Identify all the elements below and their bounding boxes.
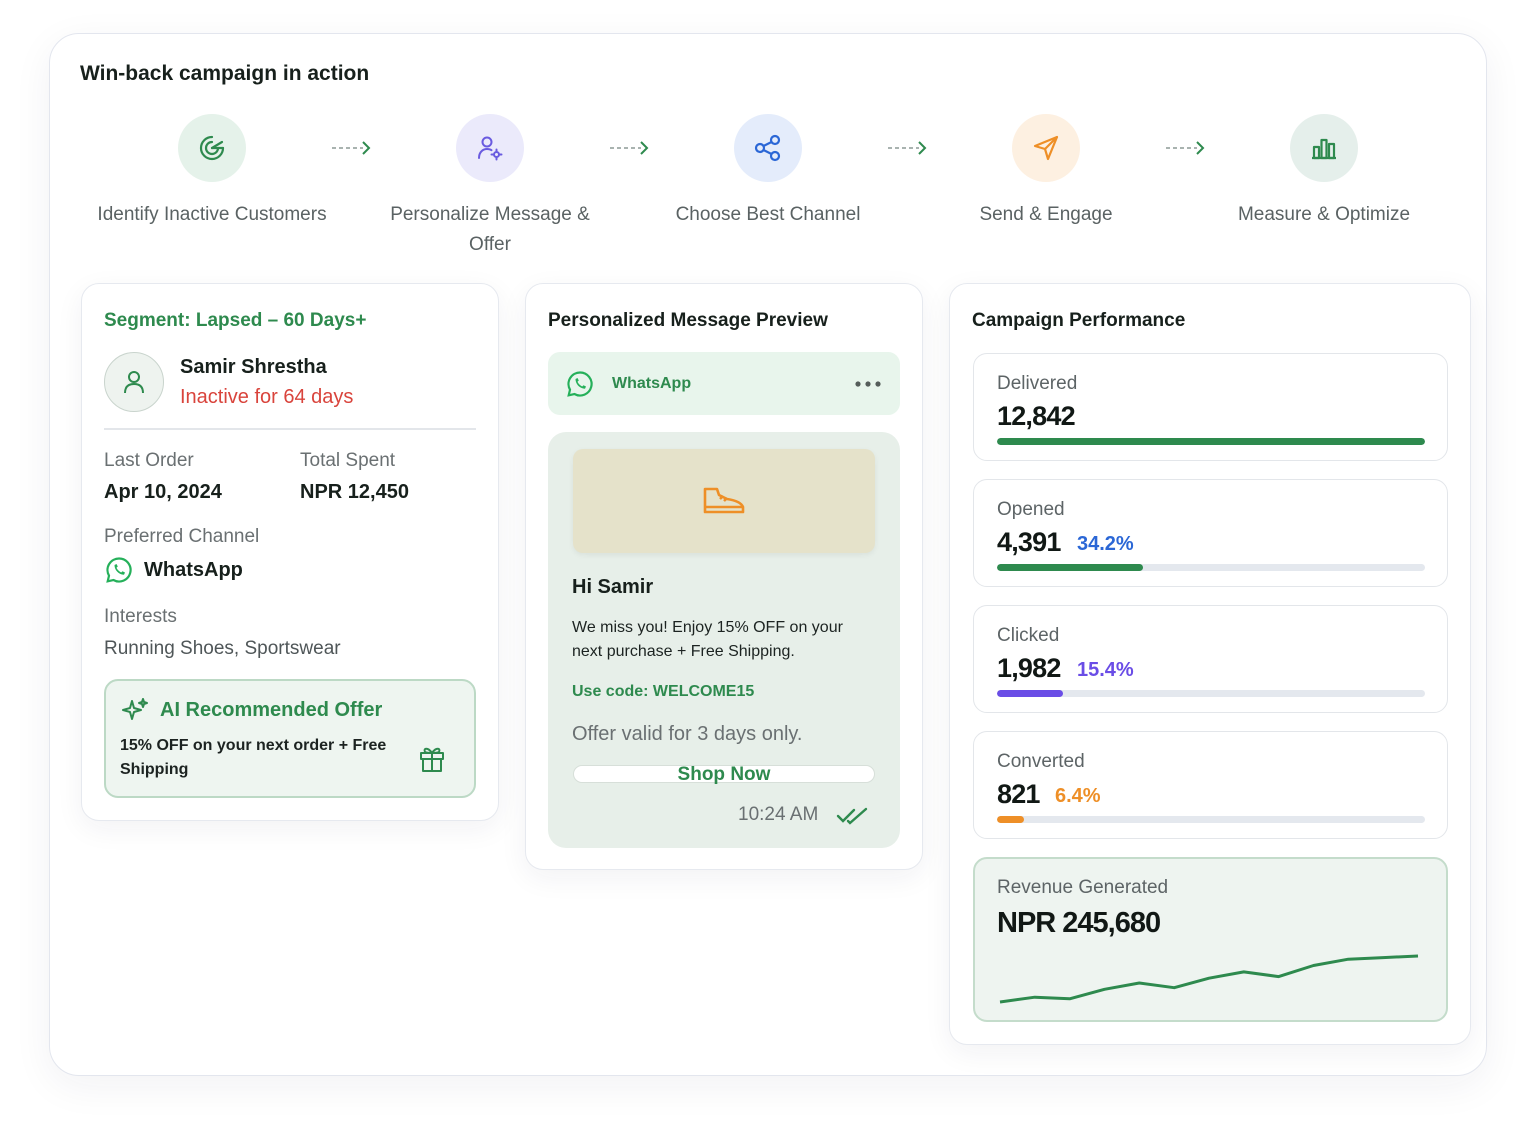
arrow-icon bbox=[610, 141, 649, 155]
progress-track bbox=[997, 564, 1425, 571]
user-icon bbox=[124, 371, 144, 394]
metric-percent: 15.4% bbox=[1077, 659, 1134, 681]
ai-offer-box[interactable] bbox=[104, 679, 476, 798]
offer-title: AI Recommended Offer bbox=[160, 699, 383, 721]
message-body-1: We miss you! Enjoy 15% OFF on your bbox=[572, 619, 843, 636]
message-body-2: next purchase + Free Shipping. bbox=[572, 643, 795, 660]
segment-title: Segment: Lapsed – 60 Days+ bbox=[104, 310, 367, 331]
offer-line-1: 15% OFF on your next order + Free bbox=[120, 737, 387, 754]
progress-fill bbox=[997, 690, 1063, 697]
step-identify[interactable]: Identify Inactive Customers bbox=[92, 114, 332, 230]
metric-label: Converted bbox=[997, 751, 1085, 772]
metric-clicked: Clicked 1,982 15.4% bbox=[973, 605, 1448, 713]
progress-fill bbox=[997, 438, 1425, 445]
divider bbox=[104, 428, 476, 430]
progress-fill bbox=[997, 816, 1025, 823]
step-label: Measure & Optimize bbox=[1237, 204, 1411, 225]
metric-percent: 6.4% bbox=[1055, 785, 1101, 807]
step-label: Personalize Message & Offer bbox=[390, 204, 590, 255]
metric-value: 12,842 bbox=[997, 401, 1076, 431]
metric-label: Clicked bbox=[997, 625, 1060, 646]
promo-code: Use code: WELCOME15 bbox=[572, 683, 755, 700]
last-order-label: Last Order bbox=[104, 450, 194, 471]
arrow-icon bbox=[888, 141, 927, 155]
metric-value: 821 bbox=[997, 779, 1040, 809]
revenue-label: Revenue Generated bbox=[997, 877, 1169, 898]
step-personalize[interactable]: Personalize Message & Offer bbox=[370, 114, 610, 260]
arrow-icon bbox=[1166, 141, 1205, 155]
total-spent-label: Total Spent bbox=[300, 450, 396, 471]
product-image bbox=[573, 449, 875, 553]
offer-validity: Offer valid for 3 days only. bbox=[572, 723, 803, 745]
metric-percent: 34.2% bbox=[1077, 533, 1134, 555]
message-time: 10:24 AM bbox=[738, 804, 819, 825]
metric-opened: Opened 4,391 34.2% bbox=[973, 479, 1448, 587]
last-order-value: Apr 10, 2024 bbox=[104, 481, 222, 503]
sparkle-icon bbox=[122, 698, 148, 720]
whatsapp-label: WhatsApp bbox=[612, 375, 692, 392]
page-title: Win-back campaign in action bbox=[80, 62, 370, 85]
interests-value: Running Shoes, Sportswear bbox=[104, 638, 341, 659]
inactive-status: Inactive for 64 days bbox=[180, 386, 354, 408]
gift-icon bbox=[420, 747, 444, 772]
interests-label: Interests bbox=[104, 606, 177, 627]
bar-chart-icon bbox=[1290, 114, 1358, 182]
metric-converted: Converted 821 6.4% bbox=[973, 731, 1448, 839]
arrow-icon bbox=[332, 141, 371, 155]
shoe-icon bbox=[703, 487, 745, 514]
metric-value: 4,391 bbox=[997, 527, 1061, 557]
whatsapp-header[interactable] bbox=[548, 352, 900, 415]
step-label: Send & Engage bbox=[979, 204, 1113, 225]
performance-title: Campaign Performance bbox=[972, 310, 1186, 331]
double-check-icon bbox=[836, 807, 868, 825]
message-greeting: Hi Samir bbox=[572, 576, 654, 598]
step-measure[interactable]: Measure & Optimize bbox=[1204, 114, 1444, 230]
revenue-sparkline bbox=[999, 954, 1419, 1004]
more-options-icon[interactable] bbox=[854, 379, 882, 389]
metric-delivered: Delivered 12,842 bbox=[973, 353, 1448, 461]
channel-label: Preferred Channel bbox=[104, 526, 260, 547]
step-channel[interactable]: Choose Best Channel bbox=[648, 114, 888, 230]
step-label: Choose Best Channel bbox=[675, 204, 861, 225]
revenue-value: NPR 245,680 bbox=[997, 907, 1161, 939]
step-label: Identify Inactive Customers bbox=[97, 204, 327, 225]
whatsapp-icon bbox=[567, 371, 593, 397]
whatsapp-icon bbox=[106, 557, 132, 583]
total-spent-value: NPR 12,450 bbox=[300, 481, 409, 503]
target-icon bbox=[178, 114, 246, 182]
avatar bbox=[104, 352, 164, 412]
progress-track bbox=[997, 438, 1425, 445]
preview-title: Personalized Message Preview bbox=[548, 310, 828, 331]
step-send[interactable]: Send & Engage bbox=[926, 114, 1166, 230]
progress-track bbox=[997, 690, 1425, 697]
offer-line-2: Shipping bbox=[120, 761, 189, 778]
share-nodes-icon bbox=[734, 114, 802, 182]
metric-value: 1,982 bbox=[997, 653, 1061, 683]
revenue-trend-line bbox=[999, 954, 1419, 1004]
progress-track bbox=[997, 816, 1425, 823]
send-icon bbox=[1012, 114, 1080, 182]
metric-label: Opened bbox=[997, 499, 1065, 520]
metric-label: Delivered bbox=[997, 373, 1078, 394]
revenue-card: Revenue Generated NPR 245,680 bbox=[973, 857, 1448, 1022]
progress-fill bbox=[997, 564, 1144, 571]
channel-value: WhatsApp bbox=[144, 559, 243, 581]
user-settings-icon bbox=[456, 114, 524, 182]
shop-now-button[interactable]: Shop Now bbox=[573, 765, 875, 784]
customer-name: Samir Shrestha bbox=[180, 356, 327, 378]
